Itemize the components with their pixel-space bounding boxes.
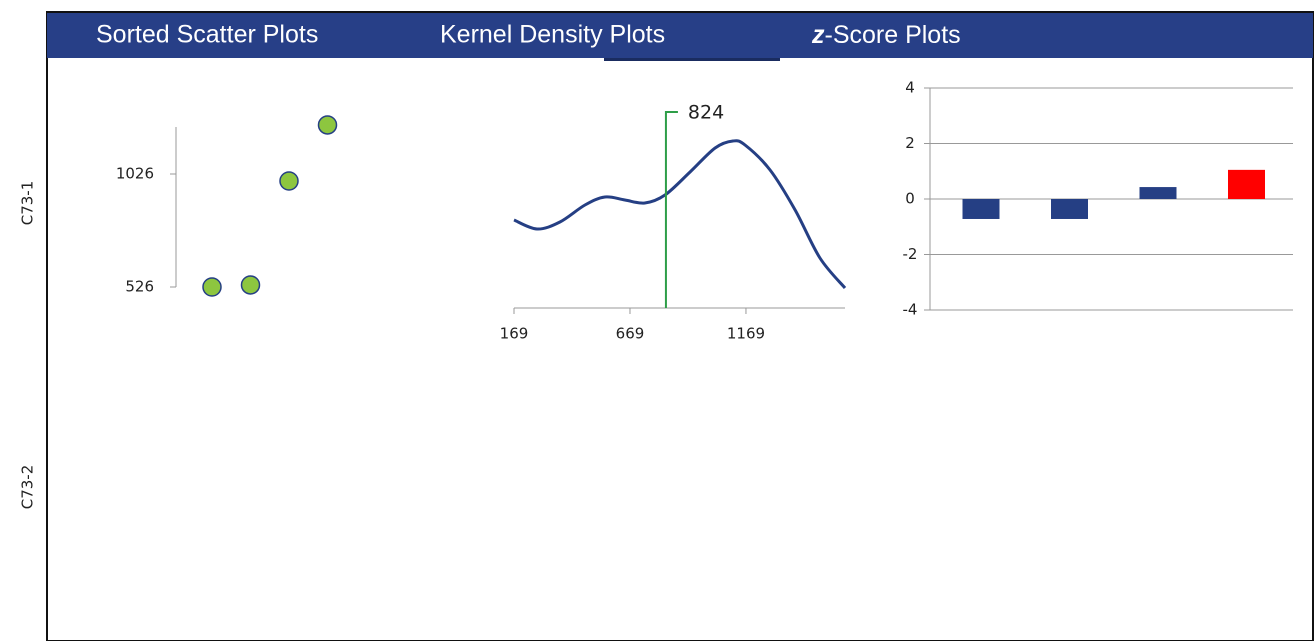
- row-label: C73-1: [19, 181, 37, 226]
- header[interactable]: Kernel Density Plots: [440, 21, 665, 49]
- marker-label: 824: [688, 102, 724, 124]
- y-tick-label: -2: [903, 245, 918, 263]
- header-italic: z: [811, 21, 825, 49]
- y-tick-label: 526: [125, 278, 154, 296]
- y-tick-label: 4: [905, 79, 915, 97]
- x-tick-label: 1169: [727, 325, 765, 343]
- x-tick-label: 169: [500, 325, 529, 343]
- point: [279, 171, 299, 191]
- bar: [1228, 169, 1265, 199]
- x-tick-label: 669: [616, 325, 645, 343]
- row-label: C73-2: [19, 465, 37, 510]
- header[interactable]: z-Score Plots: [811, 21, 961, 49]
- bar: [962, 199, 1000, 219]
- header-band: [47, 13, 1313, 58]
- marker-line: [664, 111, 678, 308]
- point: [202, 277, 222, 297]
- density-curve: [513, 139, 847, 289]
- tab-indicator: [604, 58, 780, 61]
- y-tick-label: 2: [905, 134, 915, 152]
- point: [240, 275, 261, 295]
- y-tick-label: -4: [903, 301, 918, 319]
- bar: [1139, 187, 1177, 199]
- panel: [46, 11, 1314, 641]
- bar: [1051, 199, 1088, 219]
- point: [317, 115, 338, 135]
- y-tick-label: 1026: [116, 165, 154, 183]
- header[interactable]: Sorted Scatter Plots: [96, 21, 318, 49]
- header-rest: -Score Plots: [825, 21, 961, 49]
- y-tick-label: 0: [905, 190, 915, 208]
